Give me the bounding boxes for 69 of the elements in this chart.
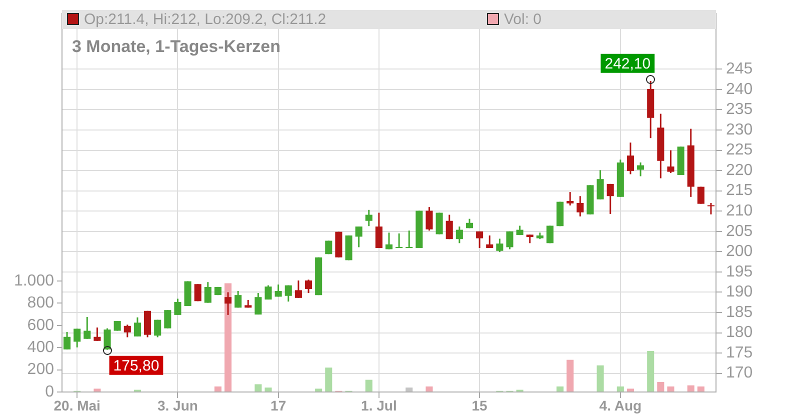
y-tick-label: 220 — [726, 162, 753, 179]
bar — [214, 386, 222, 392]
x-tick-label: 4. Aug — [599, 397, 642, 414]
y-tick-label: 215 — [726, 182, 753, 200]
candlestick — [697, 186, 704, 205]
annotation: 175,80 — [113, 357, 160, 374]
y-tick-label: 240 — [726, 80, 753, 98]
bar — [315, 388, 322, 392]
x-tick-label: 15 — [472, 397, 488, 414]
legend-label: Vol: 0 — [504, 11, 542, 28]
y2-tick-label: 1.000 — [14, 272, 54, 290]
bar — [365, 380, 372, 392]
annotation: 242,10 — [604, 56, 651, 73]
bar — [325, 368, 332, 392]
candlestick — [184, 280, 192, 307]
bar — [667, 386, 674, 392]
y-tick-label: 200 — [726, 243, 753, 260]
bar — [697, 386, 704, 392]
candlestick — [214, 286, 222, 296]
candlestick — [586, 184, 594, 216]
candlestick — [546, 224, 554, 244]
y-tick-label: 180 — [726, 324, 753, 342]
text: 3 Monate, 1-Tages-Kerzen — [72, 37, 280, 57]
bar — [264, 388, 272, 392]
x-tick-label: 17 — [270, 397, 286, 414]
y2-tick-label: 200 — [27, 361, 54, 378]
y-tick-label: 245 — [726, 60, 753, 78]
bar — [657, 382, 664, 392]
candlestick — [345, 234, 352, 261]
candlestick — [114, 320, 121, 332]
y-tick-label: 210 — [726, 202, 753, 220]
y2-tick-label: 600 — [27, 316, 54, 334]
bar — [647, 350, 654, 392]
bar — [566, 360, 574, 392]
candlestick — [436, 212, 443, 235]
y2-tick-label: 400 — [27, 339, 54, 356]
bar — [406, 388, 413, 392]
y-tick-label: 230 — [726, 121, 753, 138]
bar — [224, 283, 232, 392]
y-tick-label: 225 — [726, 142, 753, 159]
y2-tick-label: 800 — [27, 294, 54, 312]
y-tick-label: 175 — [726, 344, 753, 362]
y-tick-label: 190 — [726, 284, 753, 301]
candlestick — [325, 240, 332, 255]
y-tick-label: 170 — [726, 364, 753, 382]
bar — [596, 365, 604, 392]
candlestick — [164, 309, 172, 330]
bar — [556, 386, 564, 392]
bar — [426, 386, 433, 392]
candlestick — [677, 146, 684, 176]
candlestick — [556, 201, 564, 227]
bar — [626, 388, 634, 392]
y2-tick-label: 0 — [45, 383, 54, 400]
x-tick-label: 20. Mai — [54, 397, 100, 414]
candlestick — [315, 256, 322, 296]
x-tick-label: 3. Jun — [157, 397, 198, 414]
bar — [616, 386, 624, 392]
y-tick-label: 205 — [726, 222, 753, 240]
bar — [687, 385, 694, 392]
bar — [254, 384, 262, 392]
legend-label: Op:211.4, Hi:212, Lo:209.2, Cl:211.2 — [84, 11, 326, 28]
y-tick-label: 185 — [726, 304, 753, 321]
candlestick — [194, 283, 202, 302]
x-tick-label: 1. Jul — [361, 397, 397, 414]
candlestick — [335, 231, 342, 258]
candlestick — [416, 210, 423, 249]
y-tick-label: 195 — [726, 263, 753, 280]
y-tick-label: 235 — [726, 101, 753, 118]
bar — [94, 388, 101, 392]
